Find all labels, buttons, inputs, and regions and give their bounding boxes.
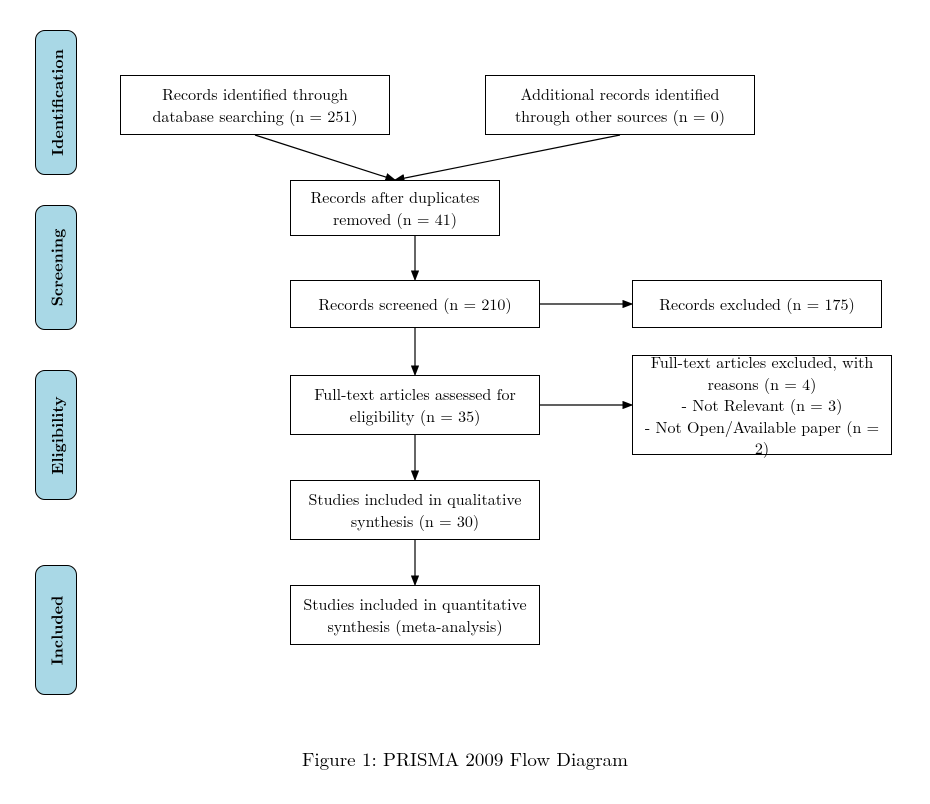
flow-node-n6: Full-text articles assessed for eligibil… xyxy=(290,375,540,435)
flow-node-n9: Studies included in quantitative synthes… xyxy=(290,585,540,645)
flow-node-n7: Full-text articles excluded, with reason… xyxy=(632,355,892,455)
stage-label-text: Screening xyxy=(45,229,68,307)
stage-label-eligibility: Eligibility xyxy=(35,370,77,500)
prisma-flow-diagram: Identification Screening Eligibility Includ… xyxy=(0,0,930,804)
stage-label-identification: Identification xyxy=(35,30,77,175)
flow-node-n5: Records excluded (n = 175) xyxy=(632,280,882,328)
stage-label-screening: Screening xyxy=(35,205,77,330)
flow-node-n1: Records identified through database sear… xyxy=(120,75,390,135)
flow-node-n2: Additional records identified through ot… xyxy=(485,75,755,135)
figure-caption: Figure 1: PRISMA 2009 Flow Diagram xyxy=(0,745,930,772)
flow-node-n8: Studies included in qualitative synthesi… xyxy=(290,480,540,540)
node-text: Full-text articles excluded, with reason… xyxy=(643,351,881,459)
stage-label-text: Eligibility xyxy=(45,396,68,475)
stage-label-text: Included xyxy=(45,595,68,665)
stage-label-included: Included xyxy=(35,565,77,695)
flow-node-n3: Records after duplicates removed (n = 41… xyxy=(290,180,500,236)
flow-node-n4: Records screened (n = 210) xyxy=(290,280,540,328)
stage-label-text: Identification xyxy=(45,49,68,156)
